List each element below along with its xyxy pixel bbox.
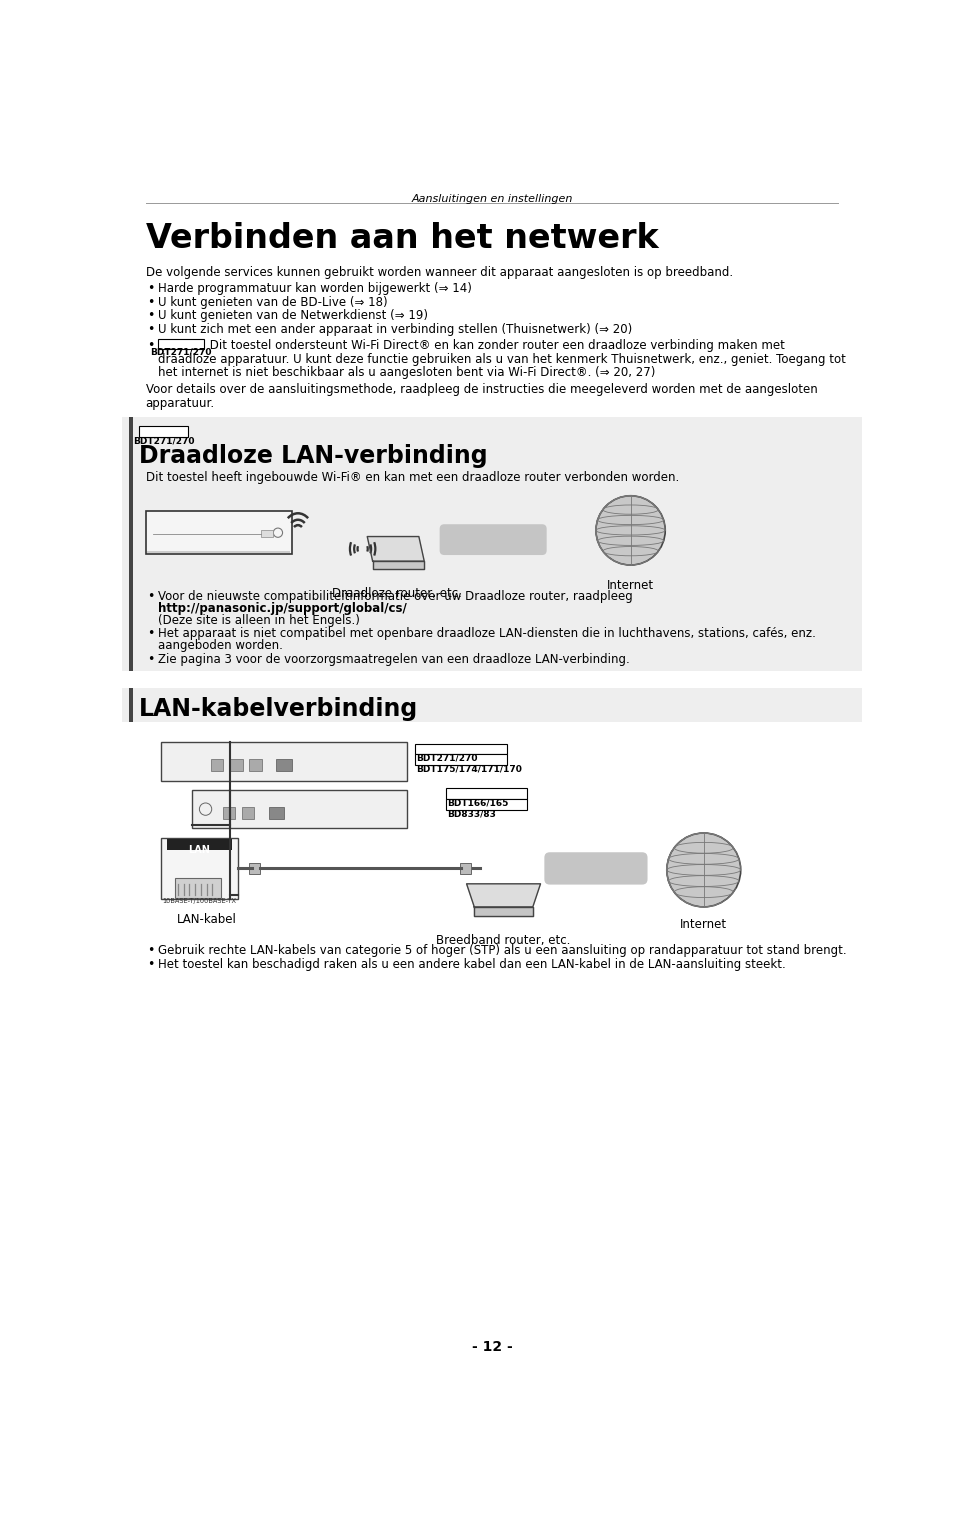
Bar xyxy=(192,790,407,829)
Polygon shape xyxy=(467,884,540,906)
Text: Dit toestel ondersteunt Wi-Fi Direct® en kan zonder router een draadloze verbind: Dit toestel ondersteunt Wi-Fi Direct® en… xyxy=(206,339,785,351)
Text: Draadloze LAN-verbinding: Draadloze LAN-verbinding xyxy=(139,444,488,468)
Bar xyxy=(250,758,262,772)
Bar xyxy=(161,838,238,899)
Text: •: • xyxy=(147,591,155,603)
Text: LAN-kabel: LAN-kabel xyxy=(178,913,237,926)
Bar xyxy=(129,688,133,722)
Text: Voor de nieuwste compatibiliteitinformatie over uw Draadloze router, raadpleeg: Voor de nieuwste compatibiliteitinformat… xyxy=(157,591,633,603)
Text: Aansluitingen en instellingen: Aansluitingen en instellingen xyxy=(411,194,573,204)
Bar xyxy=(161,742,407,781)
Bar xyxy=(139,426,188,438)
Text: Internet: Internet xyxy=(607,578,654,592)
Text: U kunt zich met een ander apparaat in verbinding stellen (Thuisnetwerk) (⇒ 20): U kunt zich met een ander apparaat in ve… xyxy=(157,324,632,336)
Polygon shape xyxy=(372,562,424,569)
Text: Het apparaat is niet compatibel met openbare draadloze LAN-diensten die in lucht: Het apparaat is niet compatibel met open… xyxy=(157,627,816,641)
Text: apparatuur.: apparatuur. xyxy=(146,397,215,410)
Text: BDT175/174/171/170: BDT175/174/171/170 xyxy=(417,765,522,774)
Text: U kunt genieten van de Netwerkdienst (⇒ 19): U kunt genieten van de Netwerkdienst (⇒ … xyxy=(157,310,428,322)
Bar xyxy=(445,800,527,810)
Text: Voor details over de aansluitingsmethode, raadpleeg de instructies die meegeleve: Voor details over de aansluitingsmethode… xyxy=(146,383,817,397)
Text: Internet: Internet xyxy=(681,917,728,931)
Bar xyxy=(175,877,221,897)
Text: LAN-kabelverbinding: LAN-kabelverbinding xyxy=(139,697,419,722)
Bar xyxy=(129,417,133,671)
Circle shape xyxy=(596,496,665,565)
Bar xyxy=(157,339,204,348)
Bar xyxy=(415,743,508,754)
Text: •: • xyxy=(147,282,155,295)
Text: LAN: LAN xyxy=(188,844,210,855)
Text: Breedband router, etc.: Breedband router, etc. xyxy=(437,934,571,946)
Text: U kunt genieten van de BD-Live (⇒ 18): U kunt genieten van de BD-Live (⇒ 18) xyxy=(157,296,388,308)
Polygon shape xyxy=(474,906,533,916)
Polygon shape xyxy=(368,537,424,562)
Bar xyxy=(146,511,292,554)
Circle shape xyxy=(667,833,741,906)
Text: Harde programmatuur kan worden bijgewerkt (⇒ 14): Harde programmatuur kan worden bijgewerk… xyxy=(157,282,471,295)
Bar xyxy=(250,864,260,874)
Bar xyxy=(167,839,231,850)
Text: http://panasonic.jp/support/global/cs/: http://panasonic.jp/support/global/cs/ xyxy=(157,601,407,615)
FancyBboxPatch shape xyxy=(544,852,648,885)
Text: •: • xyxy=(147,653,155,665)
Bar xyxy=(415,754,508,765)
Text: BDT271/270: BDT271/270 xyxy=(417,754,478,763)
Text: •: • xyxy=(147,296,155,308)
Bar xyxy=(461,864,471,874)
Bar xyxy=(223,807,235,819)
Text: 10BASE-T/100BASE-TX: 10BASE-T/100BASE-TX xyxy=(162,897,236,903)
Text: Draadloze router, etc.: Draadloze router, etc. xyxy=(331,586,462,600)
Text: •: • xyxy=(147,310,155,322)
Bar xyxy=(123,688,861,722)
Bar xyxy=(445,789,527,800)
Text: (Deze site is alleen in het Engels.): (Deze site is alleen in het Engels.) xyxy=(157,613,360,627)
Text: Zie pagina 3 voor de voorzorgsmaatregelen van een draadloze LAN-verbinding.: Zie pagina 3 voor de voorzorgsmaatregele… xyxy=(157,653,630,665)
Text: BDT271/270: BDT271/270 xyxy=(132,436,194,446)
Bar xyxy=(123,417,861,671)
Text: Het toestel kan beschadigd raken als u een andere kabel dan een LAN-kabel in de : Het toestel kan beschadigd raken als u e… xyxy=(157,958,785,971)
Text: Gebruik rechte LAN-kabels van categorie 5 of hoger (STP) als u een aansluiting o: Gebruik rechte LAN-kabels van categorie … xyxy=(157,945,847,957)
Bar xyxy=(211,758,224,772)
Text: het internet is niet beschikbaar als u aangesloten bent via Wi-Fi Direct®. (⇒ 20: het internet is niet beschikbaar als u a… xyxy=(157,366,655,380)
Text: De volgende services kunnen gebruikt worden wanneer dit apparaat aangesloten is : De volgende services kunnen gebruikt wor… xyxy=(146,266,732,279)
Text: - 12 -: - 12 - xyxy=(471,1340,513,1354)
Bar xyxy=(276,758,292,772)
Bar xyxy=(230,758,243,772)
Text: BD833/83: BD833/83 xyxy=(447,809,496,818)
Text: •: • xyxy=(147,945,155,957)
Text: •: • xyxy=(147,958,155,971)
Bar xyxy=(147,551,290,552)
Text: draadloze apparatuur. U kunt deze functie gebruiken als u van het kenmerk Thuisn: draadloze apparatuur. U kunt deze functi… xyxy=(157,353,846,366)
FancyBboxPatch shape xyxy=(440,525,546,555)
Bar xyxy=(261,531,274,537)
Text: Verbinden aan het netwerk: Verbinden aan het netwerk xyxy=(146,221,659,255)
Text: •: • xyxy=(147,627,155,641)
Bar xyxy=(242,807,254,819)
Text: BDT166/165: BDT166/165 xyxy=(447,798,509,807)
Bar xyxy=(269,807,284,819)
Text: •: • xyxy=(147,339,155,351)
Text: BDT271/270: BDT271/270 xyxy=(150,348,211,357)
Text: Dit toestel heeft ingebouwde Wi-Fi® en kan met een draadloze router verbonden wo: Dit toestel heeft ingebouwde Wi-Fi® en k… xyxy=(146,472,679,484)
Text: aangeboden worden.: aangeboden worden. xyxy=(157,639,282,652)
Text: •: • xyxy=(147,324,155,336)
